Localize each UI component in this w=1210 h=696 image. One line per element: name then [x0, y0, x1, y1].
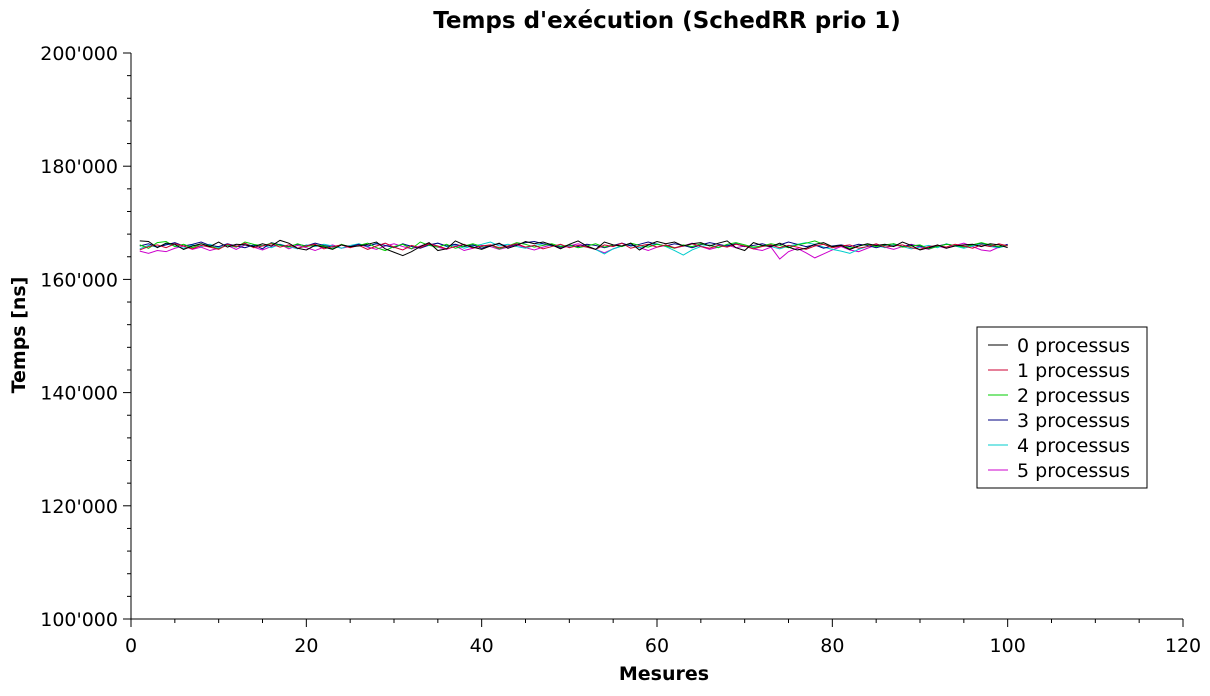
legend-entry: 5 processus: [1017, 460, 1130, 482]
y-axis-title: Temps [ns]: [8, 277, 30, 394]
x-tick-label: 100: [990, 635, 1026, 657]
axes: 0 20 40 60 80 100 120 100'000 120'000 140'000 160'…: [40, 43, 1201, 657]
plot-area: [139, 239, 1008, 260]
y-tick-label: 120'000: [40, 496, 118, 518]
x-tick-label: 80: [820, 635, 844, 657]
legend-entry: 4 processus: [1017, 435, 1130, 457]
legend-entry: 2 processus: [1017, 385, 1130, 407]
y-tick-label: 180'000: [40, 156, 118, 178]
series-line-0: [139, 239, 1008, 257]
series-line-1: [139, 242, 1008, 251]
y-tick-label: 200'000: [40, 43, 118, 65]
x-tick-label: 0: [125, 635, 137, 657]
y-tick-label: 160'000: [40, 269, 118, 291]
legend-entry: 1 processus: [1017, 360, 1130, 382]
legend-box: [976, 326, 1148, 489]
x-tick-label: 60: [645, 635, 669, 657]
legend: 0 processus 1 processus 2 processus 3 proce…: [976, 326, 1148, 489]
x-tick-label: 20: [294, 635, 318, 657]
x-tick-label: 120: [1165, 635, 1201, 657]
x-axis-title: Mesures: [619, 663, 709, 685]
x-tick-label: 40: [470, 635, 494, 657]
legend-entry: 0 processus: [1017, 335, 1130, 357]
y-tick-label: 100'000: [40, 609, 118, 631]
chart-title: Temps d'exécution (SchedRR prio 1): [433, 8, 901, 34]
legend-entry: 3 processus: [1017, 410, 1130, 432]
y-tick-label: 140'000: [40, 383, 118, 405]
